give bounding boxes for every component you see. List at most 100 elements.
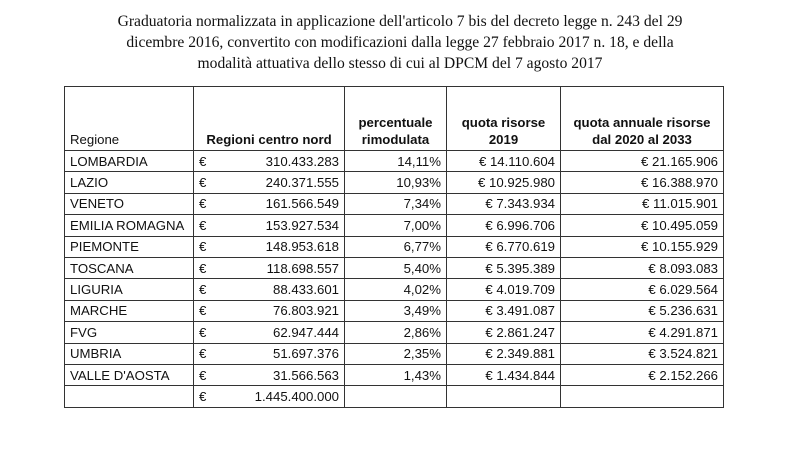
- table-row: LIGURIA €88.433.601 4,02% € 4.019.709 € 6.02…: [64, 278, 724, 301]
- cell-percentuale: 10,93%: [344, 171, 447, 194]
- cell-percentuale: 7,34%: [344, 192, 447, 216]
- cell-regione: EMILIA ROMAGNA: [64, 214, 194, 237]
- cell-percentuale: 2,35%: [344, 342, 447, 365]
- cell-importo: €62.947.444: [193, 321, 345, 344]
- cell-percentuale: 5,40%: [344, 256, 447, 280]
- currency-symbol: €: [199, 260, 207, 276]
- currency-symbol: €: [199, 196, 207, 212]
- cell-importo-value: 310.433.283: [265, 153, 339, 169]
- cell-quota-annuale: € 10.495.059: [560, 214, 724, 237]
- cell-importo-value: 153.927.534: [265, 217, 339, 233]
- cell-importo-value: 240.371.555: [265, 175, 339, 191]
- cell-regione: VENETO: [64, 192, 194, 216]
- table-row: PIEMONTE €148.953.618 6,77% € 6.770.619 € 10…: [64, 235, 724, 258]
- currency-symbol: €: [199, 217, 207, 233]
- cell-regione: PIEMONTE: [64, 235, 194, 258]
- cell-quota-2019: € 14.110.604: [446, 149, 561, 173]
- cell-percentuale: 3,49%: [344, 299, 447, 323]
- cell-total: €1.445.400.000: [193, 385, 345, 408]
- header-percentuale: percentuale rimodulata: [344, 86, 447, 151]
- cell-importo: €88.433.601: [193, 278, 345, 301]
- currency-symbol: €: [199, 367, 207, 383]
- cell-quota-annuale: € 4.291.871: [560, 321, 724, 344]
- currency-symbol: €: [199, 346, 207, 362]
- table-row: EMILIA ROMAGNA €153.927.534 7,00% € 6.996.7…: [64, 214, 724, 237]
- table-row: LOMBARDIA €310.433.283 14,11% € 14.110.604 €…: [64, 149, 724, 173]
- currency-symbol: €: [199, 153, 207, 169]
- cell-importo: €76.803.921: [193, 299, 345, 323]
- cell-percentuale: 7,00%: [344, 214, 447, 237]
- cell-percentuale: 6,77%: [344, 235, 447, 258]
- cell-empty: [64, 385, 194, 408]
- cell-quota-annuale: € 2.152.266: [560, 363, 724, 387]
- cell-regione: MARCHE: [64, 299, 194, 323]
- cell-percentuale: 1,43%: [344, 363, 447, 387]
- cell-quota-2019: € 7.343.934: [446, 192, 561, 216]
- cell-quota-annuale: € 5.236.631: [560, 299, 724, 323]
- cell-importo: €161.566.549: [193, 192, 345, 216]
- header-row: Regione Regioni centro nord percentuale …: [64, 86, 724, 151]
- cell-empty: [344, 385, 447, 408]
- title-line: modalità attuativa dello stesso di cui a…: [197, 55, 603, 72]
- cell-regione: UMBRIA: [64, 342, 194, 365]
- cell-importo: €51.697.376: [193, 342, 345, 365]
- currency-symbol: €: [199, 303, 207, 319]
- cell-regione: VALLE D'AOSTA: [64, 363, 194, 387]
- header-regioni-centro-nord: Regioni centro nord: [193, 86, 345, 151]
- cell-quota-2019: € 1.434.844: [446, 363, 561, 387]
- cell-quota-2019: € 6.996.706: [446, 214, 561, 237]
- cell-regione: LIGURIA: [64, 278, 194, 301]
- cell-regione: TOSCANA: [64, 256, 194, 280]
- cell-importo-value: 76.803.921: [272, 303, 339, 319]
- cell-quota-2019: € 4.019.709: [446, 278, 561, 301]
- title-line: dicembre 2016, convertito con modificazi…: [126, 34, 674, 51]
- allocation-table: Regione Regioni centro nord percentuale …: [64, 86, 724, 408]
- cell-importo-value: 148.953.618: [265, 239, 339, 255]
- table-row: UMBRIA €51.697.376 2,35% € 2.349.881 € 3.524…: [64, 342, 724, 365]
- table-row: MARCHE €76.803.921 3,49% € 3.491.087 € 5.236…: [64, 299, 724, 323]
- currency-symbol: €: [199, 239, 207, 255]
- cell-importo-value: 161.566.549: [265, 196, 339, 212]
- cell-importo: €310.433.283: [193, 149, 345, 173]
- cell-quota-2019: € 2.349.881: [446, 342, 561, 365]
- title-line: Graduatoria normalizzata in applicazione…: [117, 13, 683, 30]
- cell-importo-value: 88.433.601: [272, 282, 339, 298]
- table-row: VALLE D'AOSTA €31.566.563 1,43% € 1.434.844…: [64, 363, 724, 387]
- cell-quota-2019: € 2.861.247: [446, 321, 561, 344]
- cell-importo-value: 31.566.563: [272, 367, 339, 383]
- cell-quota-annuale: € 16.388.970: [560, 171, 724, 194]
- cell-percentuale: 4,02%: [344, 278, 447, 301]
- header-regione: Regione: [64, 86, 194, 151]
- total-row: €1.445.400.000: [64, 385, 724, 408]
- cell-quota-2019: € 6.770.619: [446, 235, 561, 258]
- currency-symbol: €: [199, 175, 207, 191]
- cell-quota-annuale: € 3.524.821: [560, 342, 724, 365]
- cell-percentuale: 2,86%: [344, 321, 447, 344]
- cell-quota-2019: € 10.925.980: [446, 171, 561, 194]
- cell-regione: LAZIO: [64, 171, 194, 194]
- cell-regione: FVG: [64, 321, 194, 344]
- table-row: TOSCANA €118.698.557 5,40% € 5.395.389 € 8.0…: [64, 256, 724, 280]
- cell-quota-annuale: € 11.015.901: [560, 192, 724, 216]
- cell-regione: LOMBARDIA: [64, 149, 194, 173]
- cell-importo: €148.953.618: [193, 235, 345, 258]
- cell-empty: [560, 385, 724, 408]
- currency-symbol: €: [199, 324, 207, 340]
- document-title: Graduatoria normalizzata in applicazione…: [60, 11, 740, 74]
- header-quota-annuale: quota annuale risorse dal 2020 al 2033: [560, 86, 724, 151]
- cell-quota-annuale: € 8.093.083: [560, 256, 724, 280]
- cell-importo-value: 62.947.444: [272, 324, 339, 340]
- cell-quota-annuale: € 10.155.929: [560, 235, 724, 258]
- cell-quota-2019: € 5.395.389: [446, 256, 561, 280]
- cell-total-value: 1.445.400.000: [254, 388, 339, 404]
- table-row: FVG €62.947.444 2,86% € 2.861.247 € 4.291.87…: [64, 321, 724, 344]
- cell-quota-annuale: € 21.165.906: [560, 149, 724, 173]
- header-quota-2019: quota risorse 2019: [446, 86, 561, 151]
- cell-importo: €31.566.563: [193, 363, 345, 387]
- cell-importo-value: 118.698.557: [266, 260, 339, 276]
- table-row: VENETO €161.566.549 7,34% € 7.343.934 € 11.0…: [64, 192, 724, 216]
- cell-importo-value: 51.697.376: [272, 346, 339, 362]
- cell-percentuale: 14,11%: [344, 149, 447, 173]
- cell-empty: [446, 385, 561, 408]
- cell-importo: €240.371.555: [193, 171, 345, 194]
